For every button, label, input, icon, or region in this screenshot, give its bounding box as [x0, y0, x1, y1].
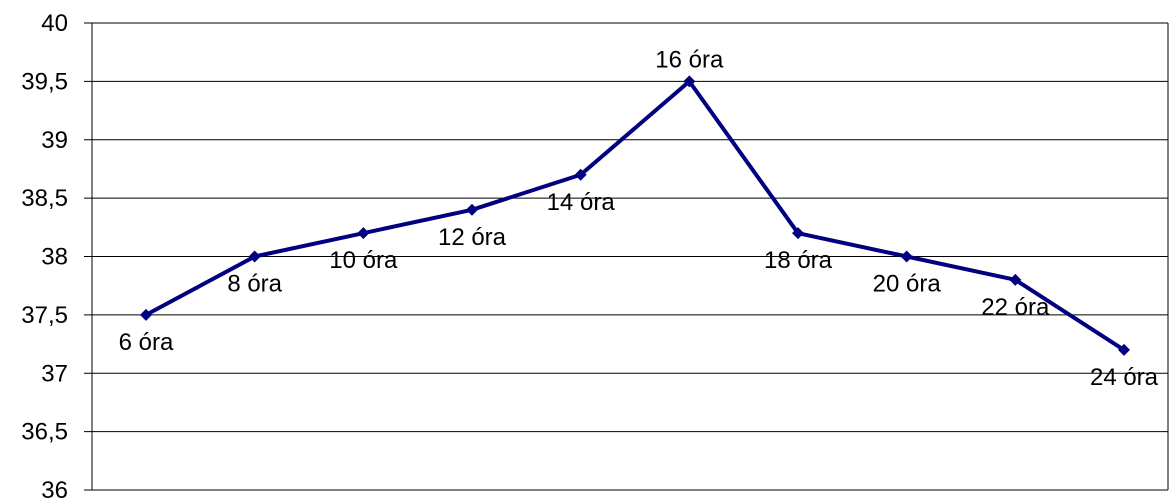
y-tick-label: 39,5: [21, 68, 68, 95]
gridlines: [92, 23, 1168, 432]
data-point-label: 12 óra: [438, 224, 507, 251]
data-point-label: 6 óra: [119, 329, 174, 356]
point-labels: 6 óra 8 óra 10 óra 12 óra 14 óra 16 óra 18 óra…: [119, 46, 1159, 391]
data-point-marker: [357, 227, 369, 239]
y-tick-labels: 36 36,5 37 37,5 38 38,5 39 39,5 40: [21, 10, 68, 499]
y-tick-label: 38,5: [21, 185, 68, 212]
y-tick-label: 37: [41, 360, 68, 387]
data-point-label: 16 óra: [655, 46, 724, 73]
data-point-label: 18 óra: [764, 247, 833, 274]
y-tick-label: 39: [41, 127, 68, 154]
data-point-label: 8 óra: [227, 271, 282, 298]
series-line-path: [146, 81, 1124, 350]
data-point-label: 20 óra: [873, 271, 942, 298]
y-tick-label: 36,5: [21, 419, 68, 446]
data-point-label: 22 óra: [981, 294, 1050, 321]
data-point-marker: [466, 204, 478, 216]
y-tick-label: 40: [41, 10, 68, 37]
data-point-marker: [901, 251, 913, 263]
data-point-label: 10 óra: [329, 247, 398, 274]
data-point-label: 24 óra: [1090, 364, 1159, 391]
y-tick-label: 38: [41, 244, 68, 271]
y-tick-label: 36: [41, 477, 68, 499]
y-tick-label: 37,5: [21, 302, 68, 329]
data-point-label: 14 óra: [547, 189, 616, 216]
